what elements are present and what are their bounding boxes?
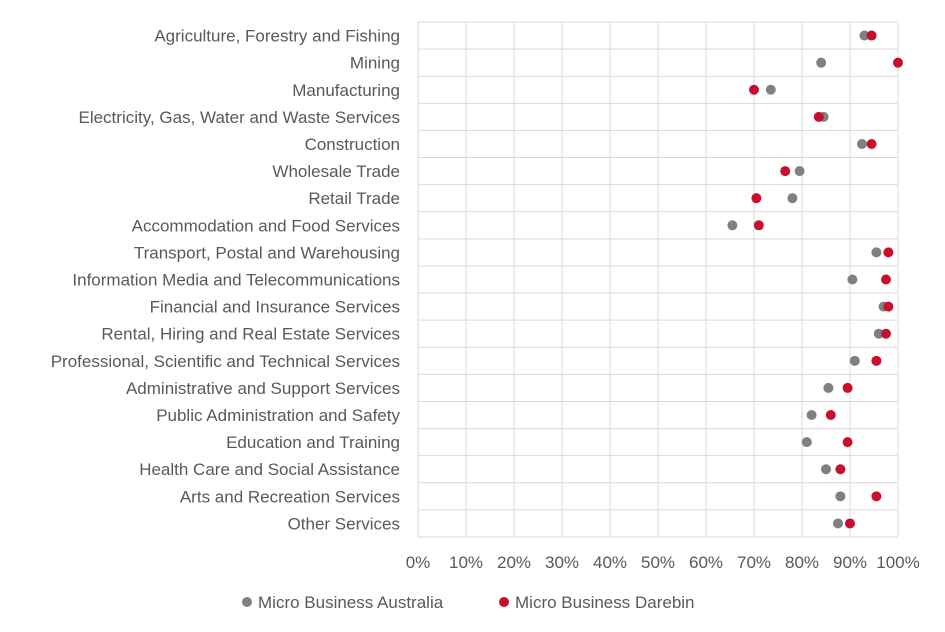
legend-marker-darebin (499, 597, 509, 607)
point-darebin (780, 166, 791, 177)
category-label: Financial and Insurance Services (150, 298, 400, 317)
category-label: Electricity, Gas, Water and Waste Servic… (78, 108, 400, 127)
point-darebin (751, 193, 762, 204)
legend-label-australia: Micro Business Australia (258, 593, 444, 612)
category-label: Mining (350, 54, 400, 73)
legend-label-darebin: Micro Business Darebin (515, 593, 695, 612)
point-australia (816, 57, 827, 68)
x-axis-tick-labels: 0% 10% 20% 30% 40% 50% 60% 70% 80% 90% 100% (406, 553, 920, 572)
point-darebin (881, 328, 891, 339)
point-darebin (825, 410, 836, 421)
point-australia (859, 30, 870, 41)
point-darebin (866, 30, 877, 41)
x-tick-label: 60% (689, 553, 723, 572)
category-label: Professional, Scientific and Technical S… (51, 352, 400, 371)
category-label: Other Services (288, 514, 400, 533)
category-label: Public Administration and Safety (156, 406, 400, 425)
category-label: Accommodation and Food Services (132, 216, 400, 235)
point-darebin (883, 247, 894, 258)
x-tick-label: 100% (876, 553, 919, 572)
point-darebin (842, 382, 853, 393)
point-darebin (845, 518, 855, 529)
point-australia (806, 410, 817, 421)
category-label: Agriculture, Forestry and Fishing (154, 27, 400, 46)
point-darebin (871, 491, 882, 502)
point-australia (787, 193, 798, 204)
x-tick-label: 90% (833, 553, 867, 572)
point-australia (727, 220, 738, 231)
x-tick-label: 70% (737, 553, 771, 572)
point-australia (857, 138, 867, 149)
point-darebin (753, 220, 764, 231)
data-points (727, 30, 903, 529)
point-darebin (883, 301, 894, 312)
x-tick-label: 30% (545, 553, 579, 572)
point-australia (794, 166, 805, 177)
category-label: Rental, Hiring and Real Estate Services (101, 325, 400, 344)
category-label: Manufacturing (292, 81, 400, 100)
point-darebin (871, 355, 882, 366)
point-darebin (835, 464, 846, 475)
point-australia (765, 84, 776, 95)
category-label: Retail Trade (308, 189, 400, 208)
point-australia (873, 328, 884, 339)
point-australia (847, 274, 858, 285)
category-label: Transport, Postal and Warehousing (134, 243, 400, 262)
point-australia (833, 518, 843, 529)
point-darebin (881, 274, 891, 285)
category-label: Arts and Recreation Services (180, 487, 400, 506)
point-australia (835, 491, 846, 502)
x-tick-label: 20% (497, 553, 531, 572)
point-australia (823, 382, 834, 393)
point-darebin (842, 437, 853, 448)
category-label: Health Care and Social Assistance (139, 460, 400, 479)
point-australia (801, 437, 812, 448)
point-darebin (749, 84, 759, 95)
gridlines (417, 21, 899, 538)
point-australia (849, 355, 860, 366)
legend: Micro Business Australia Micro Business … (242, 593, 695, 612)
category-label: Information Media and Telecommunications (72, 271, 400, 290)
legend-marker-australia (242, 597, 252, 607)
category-label: Administrative and Support Services (126, 379, 400, 398)
category-label: Education and Training (226, 433, 400, 452)
category-label: Wholesale Trade (272, 162, 400, 181)
x-tick-label: 50% (641, 553, 675, 572)
point-australia (871, 247, 882, 258)
x-tick-label: 40% (593, 553, 627, 572)
category-labels: Agriculture, Forestry and Fishing Mining M… (51, 27, 401, 534)
x-tick-label: 80% (785, 553, 819, 572)
point-darebin (893, 57, 903, 68)
point-darebin (813, 111, 824, 122)
x-tick-label: 10% (449, 553, 483, 572)
category-label: Construction (305, 135, 400, 154)
x-tick-label: 0% (406, 553, 431, 572)
point-darebin (866, 138, 877, 149)
point-australia (821, 464, 831, 475)
